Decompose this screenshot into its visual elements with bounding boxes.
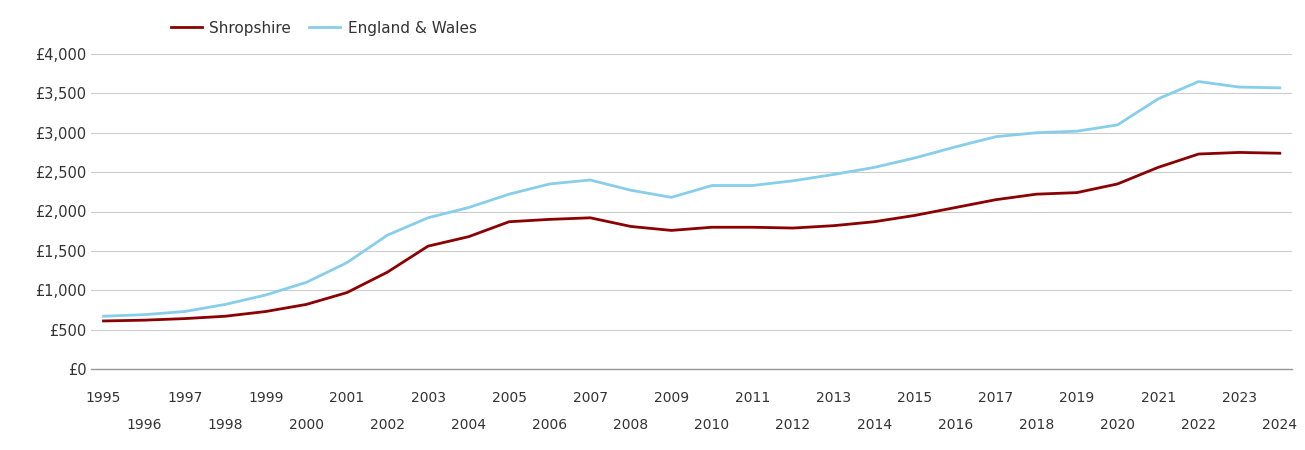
Text: 2008: 2008 [613,418,649,432]
Text: 2005: 2005 [492,391,527,405]
Text: 1999: 1999 [248,391,283,405]
Text: 2011: 2011 [735,391,770,405]
Legend: Shropshire, England & Wales: Shropshire, England & Wales [171,21,476,36]
Text: 2021: 2021 [1141,391,1176,405]
Text: 2018: 2018 [1019,418,1054,432]
Text: 2002: 2002 [369,418,405,432]
Text: 2015: 2015 [897,391,932,405]
Text: 1997: 1997 [167,391,202,405]
Text: 2003: 2003 [411,391,445,405]
Text: 2024: 2024 [1262,418,1297,432]
Text: 1995: 1995 [86,391,121,405]
Text: 2000: 2000 [288,418,324,432]
Text: 2004: 2004 [452,418,485,432]
Text: 2009: 2009 [654,391,689,405]
Text: 2019: 2019 [1060,391,1095,405]
Text: 2017: 2017 [979,391,1014,405]
Text: 2013: 2013 [816,391,851,405]
Text: 2012: 2012 [775,418,810,432]
Text: 2001: 2001 [329,391,364,405]
Text: 2014: 2014 [856,418,891,432]
Text: 2016: 2016 [938,418,974,432]
Text: 2022: 2022 [1181,418,1216,432]
Text: 1998: 1998 [207,418,243,432]
Text: 2023: 2023 [1221,391,1257,405]
Text: 1996: 1996 [127,418,162,432]
Text: 2006: 2006 [532,418,568,432]
Text: 2007: 2007 [573,391,608,405]
Text: 2020: 2020 [1100,418,1135,432]
Text: 2010: 2010 [694,418,729,432]
